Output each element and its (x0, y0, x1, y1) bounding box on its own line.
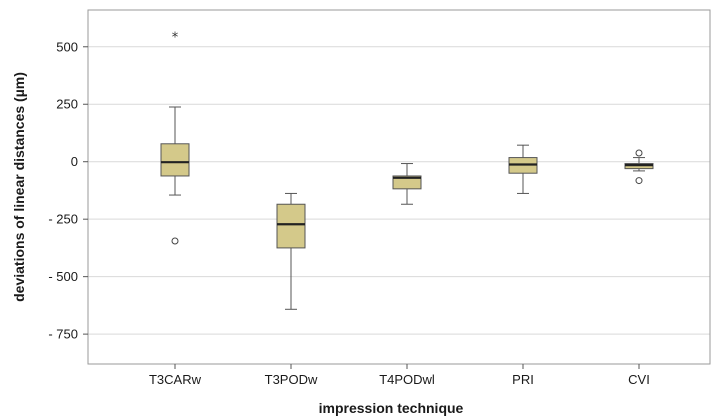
outlier-circle (635, 177, 643, 185)
y-axis-title: deviations of linear distances (µm) (11, 72, 27, 302)
iqr-box (160, 143, 190, 177)
y-tick-label: - 750 (48, 327, 78, 342)
y-tick-label: 500 (56, 39, 78, 54)
x-axis-ticks: T3CARw T3PODw T4PODwl PRI CVI (149, 364, 650, 387)
box-t3podw (276, 192, 306, 310)
gridlines (88, 46, 710, 335)
box-t3carw: * (160, 30, 190, 245)
y-tick-label: - 500 (48, 269, 78, 284)
x-tick-label-t3podw: T3PODw (265, 372, 318, 387)
box-t4podwl (392, 163, 422, 205)
y-axis-ticks: 500 250 0 - 250 - 500 - 750 (48, 39, 88, 342)
extreme-outlier-star: * (172, 30, 179, 45)
plot-area-frame (87, 9, 711, 365)
boxes: * (160, 30, 654, 310)
x-axis-title: impression technique (319, 400, 464, 416)
box-cvi (624, 149, 654, 185)
x-tick-label-t3carw: T3CARw (149, 372, 202, 387)
outlier-circle (635, 149, 643, 157)
y-tick-label: 250 (56, 97, 78, 112)
y-tick-label: - 250 (48, 212, 78, 227)
y-tick-label: 0 (71, 154, 78, 169)
box-pri (508, 144, 538, 194)
x-tick-label-cvi: CVI (628, 372, 650, 387)
x-tick-label-t4podwl: T4PODwl (379, 372, 435, 387)
iqr-box (392, 175, 422, 190)
x-tick-label-pri: PRI (512, 372, 534, 387)
outlier-circle (171, 237, 179, 245)
iqr-box (276, 203, 306, 249)
